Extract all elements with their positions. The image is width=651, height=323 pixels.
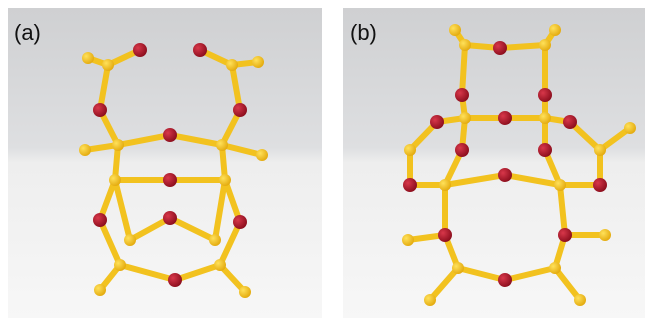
oxygen-ball bbox=[538, 88, 552, 102]
oxygen-ball bbox=[163, 128, 177, 142]
oxygen-ball bbox=[498, 273, 512, 287]
silicon-joint bbox=[239, 286, 251, 298]
oxygen-ball bbox=[168, 273, 182, 287]
oxygen-ball bbox=[558, 228, 572, 242]
panel-label: (a) bbox=[14, 20, 41, 45]
page: (a) (b) (() => { const data = JSON.parse… bbox=[0, 0, 651, 323]
silicon-joint bbox=[112, 139, 124, 151]
silicon-joint bbox=[549, 24, 561, 36]
bond bbox=[462, 45, 465, 95]
oxygen-ball bbox=[93, 213, 107, 227]
oxygen-ball bbox=[563, 115, 577, 129]
oxygen-ball bbox=[163, 173, 177, 187]
photo-a bbox=[8, 8, 322, 318]
silicon-joint bbox=[404, 144, 416, 156]
silicon-joint bbox=[459, 112, 471, 124]
silicon-joint bbox=[109, 174, 121, 186]
oxygen-ball bbox=[438, 228, 452, 242]
oxygen-ball bbox=[233, 103, 247, 117]
oxygen-ball bbox=[430, 115, 444, 129]
silicon-joint bbox=[594, 144, 606, 156]
oxygen-ball bbox=[498, 168, 512, 182]
silicon-joint bbox=[554, 179, 566, 191]
oxygen-ball bbox=[163, 211, 177, 225]
silicon-joint bbox=[102, 59, 114, 71]
silicon-joint bbox=[539, 112, 551, 124]
silicon-joint bbox=[452, 262, 464, 274]
silicon-joint bbox=[599, 229, 611, 241]
silicon-joint bbox=[124, 234, 136, 246]
silicon-joint bbox=[94, 284, 106, 296]
silicon-joint bbox=[209, 234, 221, 246]
oxygen-ball bbox=[455, 88, 469, 102]
oxygen-ball bbox=[498, 111, 512, 125]
silicon-joint bbox=[256, 149, 268, 161]
silicon-joint bbox=[459, 39, 471, 51]
silicon-joint bbox=[539, 39, 551, 51]
silicon-joint bbox=[402, 234, 414, 246]
silicon-joint bbox=[624, 122, 636, 134]
figure: (a) (b) bbox=[0, 0, 651, 323]
silicon-joint bbox=[216, 139, 228, 151]
panel-label: (b) bbox=[350, 20, 377, 45]
oxygen-ball bbox=[493, 41, 507, 55]
oxygen-ball bbox=[455, 143, 469, 157]
silicon-joint bbox=[114, 259, 126, 271]
silicon-joint bbox=[214, 259, 226, 271]
oxygen-ball bbox=[593, 178, 607, 192]
oxygen-ball bbox=[538, 143, 552, 157]
silicon-joint bbox=[82, 52, 94, 64]
silicon-joint bbox=[226, 59, 238, 71]
silicon-joint bbox=[79, 144, 91, 156]
silicon-joint bbox=[219, 174, 231, 186]
oxygen-ball bbox=[93, 103, 107, 117]
oxygen-ball bbox=[133, 43, 147, 57]
silicon-joint bbox=[439, 179, 451, 191]
oxygen-ball bbox=[193, 43, 207, 57]
silicon-joint bbox=[574, 294, 586, 306]
silicon-joint bbox=[424, 294, 436, 306]
silicon-joint bbox=[449, 24, 461, 36]
silicon-joint bbox=[252, 56, 264, 68]
oxygen-ball bbox=[233, 215, 247, 229]
oxygen-ball bbox=[403, 178, 417, 192]
silicon-joint bbox=[549, 262, 561, 274]
